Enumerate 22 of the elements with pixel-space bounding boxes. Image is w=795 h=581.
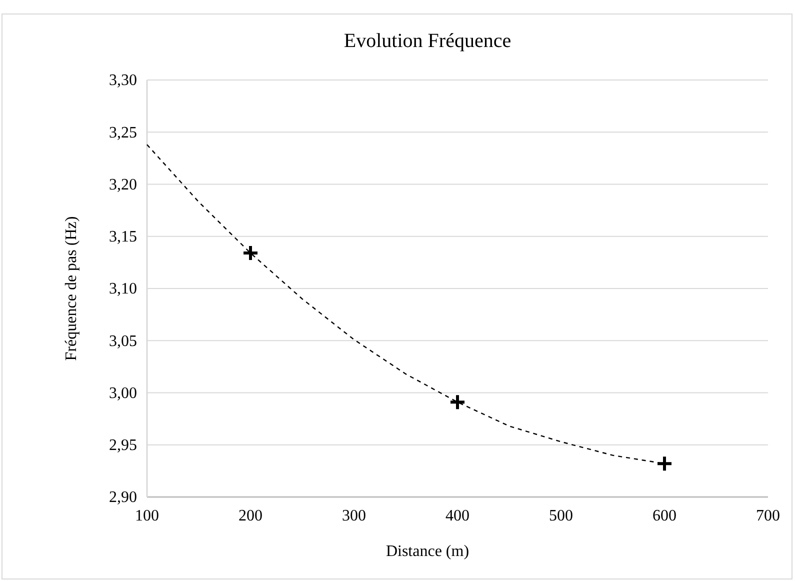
point: [449, 394, 466, 411]
x-tick-label: 300: [342, 507, 366, 524]
x-tick-label: 700: [756, 507, 780, 524]
x-tick-label: 400: [446, 507, 470, 524]
y-tick-label: 3,05: [109, 332, 137, 350]
y-tick-label: 3,20: [109, 176, 137, 194]
point: [242, 244, 259, 262]
y-tick-label: 3,10: [109, 280, 137, 298]
x-axis-title: Distance (m): [386, 543, 470, 560]
y-tick-label: 3,15: [109, 228, 137, 246]
x-tick-label: 600: [652, 507, 676, 524]
chart-title: Evolution Fréquence: [344, 30, 512, 52]
y-axis-title: Fréquence de pas (Hz): [63, 216, 80, 361]
x-tick-label: 500: [549, 507, 573, 524]
y-tick-label: 2,90: [109, 489, 137, 506]
y-tick-label: 3,30: [109, 72, 137, 90]
x-tick-label: 200: [238, 507, 262, 524]
y-tick-label: 3,25: [109, 124, 137, 142]
y-tick-label: 2,95: [109, 436, 137, 454]
y-tick-label: 3,00: [109, 384, 137, 402]
x-tick-label: 100: [135, 507, 159, 524]
point: [656, 455, 673, 472]
